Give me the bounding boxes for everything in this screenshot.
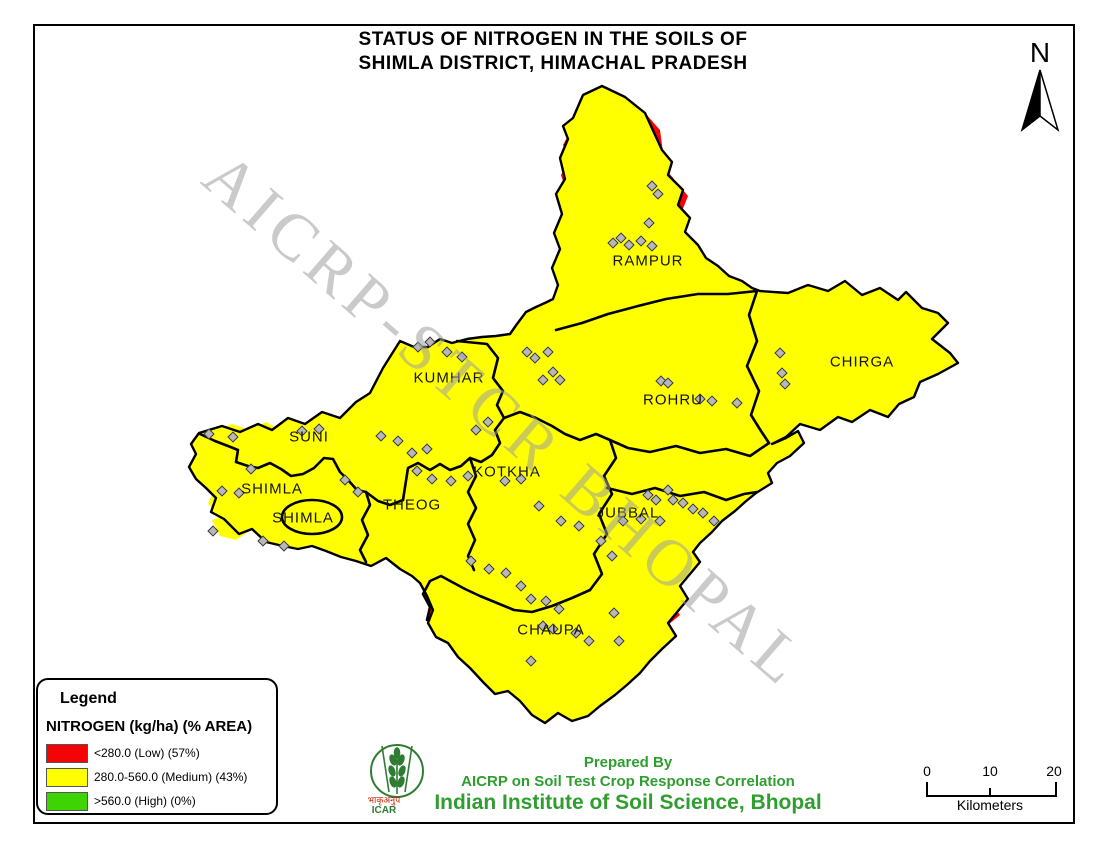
region-label-kumhar: KUMHAR bbox=[413, 369, 485, 387]
legend-item-label: >560.0 (High) (0%) bbox=[94, 794, 196, 808]
region-label-rohru: ROHRU bbox=[643, 391, 703, 409]
org-line: AICRP on Soil Test Crop Response Correla… bbox=[461, 773, 795, 790]
map-title-line1: STATUS OF NITROGEN IN THE SOILS OF bbox=[358, 29, 748, 50]
region-label-chirga: CHIRGA bbox=[829, 353, 895, 371]
scale-unit: Kilometers bbox=[956, 797, 1024, 813]
tehsil-boundary bbox=[588, 438, 618, 592]
tehsil-boundary bbox=[554, 289, 759, 332]
legend-swatch-yellow bbox=[46, 768, 88, 787]
icar-logo-acronym: ICAR bbox=[372, 805, 397, 816]
tehsil-boundary bbox=[401, 339, 506, 502]
region-label-suni: SUNI bbox=[289, 428, 329, 446]
region-label-rampur: RAMPUR bbox=[612, 252, 684, 270]
scale-tick-label: 10 bbox=[982, 763, 998, 779]
north-arrow: N bbox=[1020, 37, 1060, 133]
region-label-chaupa: CHAUPA bbox=[517, 621, 585, 639]
legend-item-label: <280.0 (Low) (57%) bbox=[94, 746, 200, 760]
region-label-shimla: SHIMLA bbox=[272, 509, 334, 527]
north-arrow-left-half bbox=[1020, 69, 1041, 133]
region-label-theog: THEOG bbox=[382, 496, 442, 514]
legend-swatch-high_green bbox=[46, 792, 88, 811]
prepared-by-line: Prepared By bbox=[583, 754, 673, 771]
tehsil-boundary bbox=[466, 456, 478, 572]
credits-block: Prepared By AICRP on Soil Test Crop Resp… bbox=[408, 753, 848, 815]
region-label-kotkha: KOTKHA bbox=[473, 463, 541, 481]
institute-line: Indian Institute of Soil Science, Bhopal bbox=[434, 791, 822, 814]
scale-tick-label: 20 bbox=[1046, 763, 1062, 779]
legend-subtitle: NITROGEN (kg/ha) (% AREA) bbox=[46, 718, 253, 735]
region-label-jubbal: JUBBAL bbox=[596, 504, 660, 522]
icar-logo: भाकृअनुप ICAR bbox=[368, 744, 424, 816]
tehsil-boundary bbox=[421, 574, 592, 622]
icar-logo-wheat bbox=[381, 745, 413, 794]
tehsil-boundary bbox=[358, 490, 372, 564]
scale-bar: 0 10 20 Kilometers bbox=[915, 763, 1065, 815]
legend-swatch-red bbox=[46, 744, 88, 763]
tehsil-boundary bbox=[605, 486, 759, 502]
north-label: N bbox=[1030, 37, 1050, 68]
icar-logo-hindi-text: भाकृअनुप bbox=[368, 795, 401, 806]
scale-bar-bracket bbox=[926, 782, 1057, 797]
map-title: STATUS OF NITROGEN IN THE SOILS OF SHIML… bbox=[153, 28, 953, 76]
map-title-line2: SHIMLA DISTRICT, HIMACHAL PRADESH bbox=[358, 53, 748, 74]
legend-box: Legend NITROGEN (kg/ha) (% AREA) <280.0 … bbox=[36, 678, 278, 815]
scale-bar-mid-tick bbox=[989, 788, 991, 795]
scale-tick-label: 0 bbox=[923, 763, 931, 779]
legend-item-label: 280.0-560.0 (Medium) (43%) bbox=[94, 770, 248, 784]
tehsil-boundary bbox=[745, 289, 771, 445]
north-arrow-right-half bbox=[1039, 69, 1060, 133]
region-label-shimla: SHIMLA bbox=[241, 480, 303, 498]
legend-title: Legend bbox=[60, 690, 117, 707]
shimla-city-oval bbox=[280, 498, 344, 536]
